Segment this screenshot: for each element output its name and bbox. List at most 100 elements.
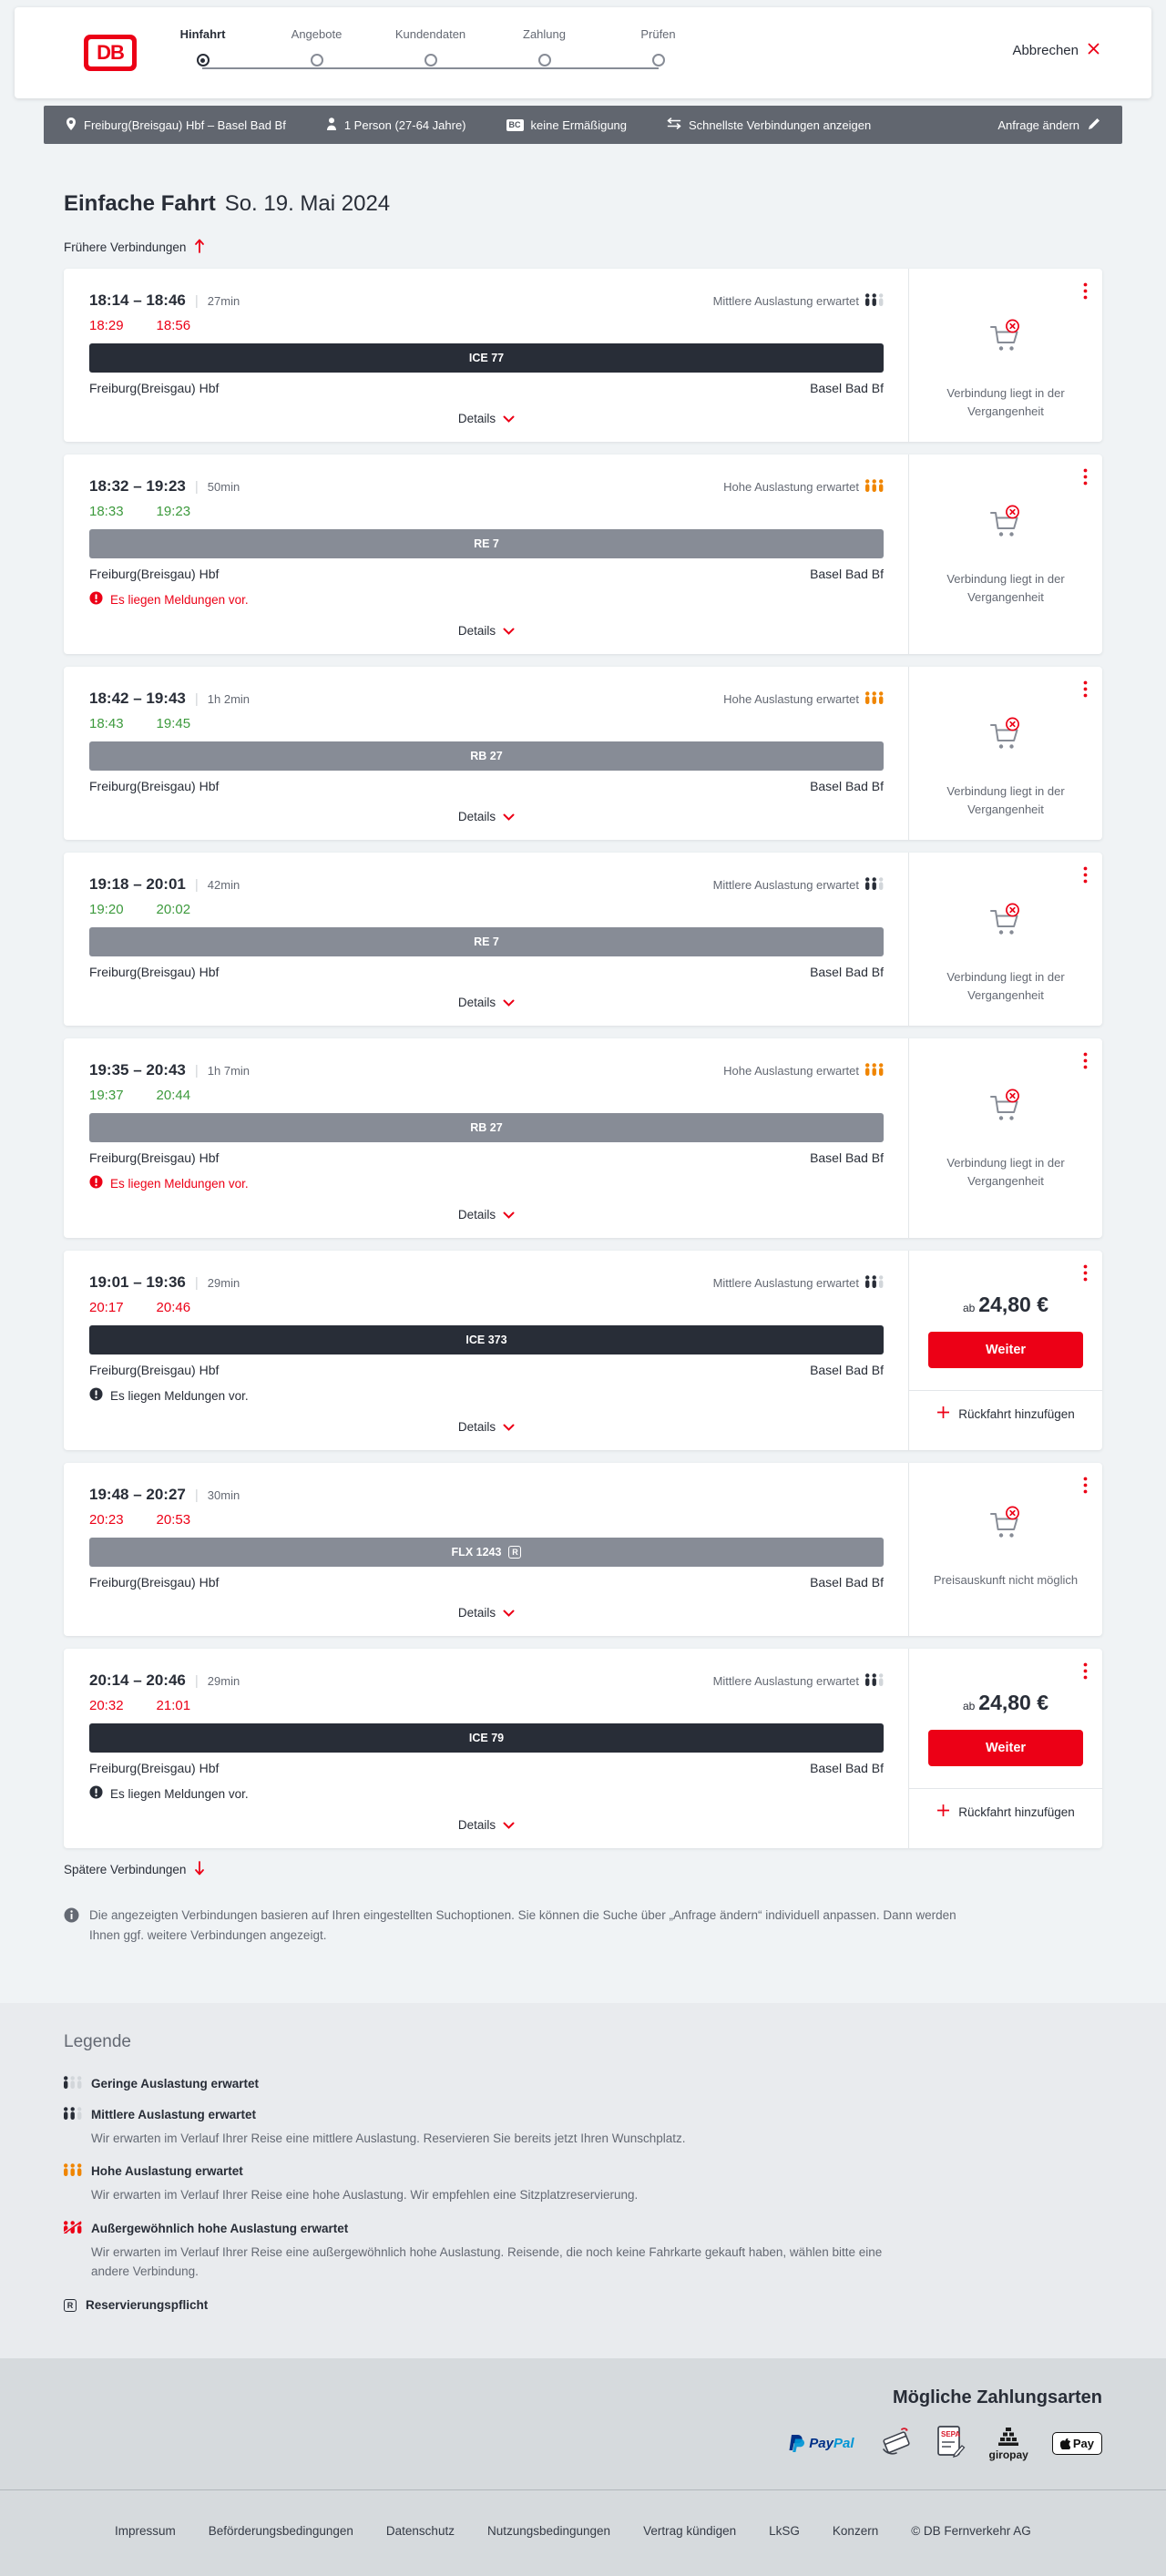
realtime-departure: 18:43	[89, 716, 124, 731]
warning-icon	[89, 1785, 103, 1802]
details-label: Details	[457, 624, 496, 638]
search-options-note: Die angezeigten Verbindungen basieren au…	[64, 1906, 984, 2003]
arrival-station: Basel Bad Bf	[810, 965, 884, 979]
page: DB Hinfahrt Angebote Kundendaten Zahlung…	[0, 7, 1166, 2576]
occupancy-indicator: Mittlere Auslastung erwartet	[713, 293, 884, 309]
location-pin-icon	[66, 117, 77, 134]
step-prüfen: Prüfen	[601, 27, 715, 66]
footer-link-datenschutz[interactable]: Datenschutz	[385, 2524, 455, 2539]
legend-item: Geringe Auslastung erwartet	[64, 2075, 1102, 2091]
occupancy-indicator: Mittlere Auslastung erwartet	[713, 1275, 884, 1291]
legend-item-label: Geringe Auslastung erwartet	[91, 2076, 260, 2090]
duration: 27min	[207, 294, 240, 308]
occupancy-indicator: Mittlere Auslastung erwartet	[713, 1673, 884, 1689]
footer: Impressum Beförderungsbedingungen Datensch…	[0, 2489, 1166, 2576]
add-return-label: Rückfahrt hinzufügen	[958, 1406, 1075, 1421]
occupancy-icon	[865, 293, 884, 309]
details-label: Details	[457, 1420, 496, 1434]
chevron-down-icon	[503, 1606, 515, 1620]
connection-side-panel: ab 24,80 € Weiter Rückfahrt hinzufügen	[908, 1251, 1102, 1450]
footer-link-konzern[interactable]: Konzern	[832, 2524, 879, 2539]
connection-card: 19:48 – 20:27 | 30min 20:23 20:53 FLX 12…	[64, 1463, 1102, 1636]
kebab-menu-button[interactable]	[1080, 1660, 1090, 1685]
cart-unavailable-icon	[985, 714, 1027, 761]
legend-item-icon	[64, 2106, 82, 2122]
realtime-arrival: 20:02	[156, 902, 191, 917]
cart-unavailable-icon	[985, 1086, 1027, 1132]
pencil-icon	[1088, 118, 1100, 133]
footer-link-lksg[interactable]: LkSG	[769, 2524, 800, 2539]
cancel-button[interactable]: Abbrechen	[1012, 42, 1100, 59]
cart-unavailable-icon	[985, 316, 1027, 363]
db-logo: DB	[84, 35, 137, 71]
kebab-menu-button[interactable]	[1080, 864, 1090, 889]
connection-card: 18:42 – 19:43 | 1h 2min Hohe Auslastung …	[64, 667, 1102, 840]
plus-icon	[936, 1804, 950, 1820]
step-label: Kundendaten	[394, 27, 466, 41]
duration: 42min	[207, 878, 240, 892]
add-return-label: Rückfahrt hinzufügen	[958, 1804, 1075, 1819]
price-value: 24,80 €	[978, 1293, 1049, 1316]
person-icon	[326, 117, 337, 133]
continue-button[interactable]: Weiter	[928, 1730, 1083, 1766]
details-button[interactable]: Details	[455, 620, 518, 641]
step-zahlung: Zahlung	[487, 27, 601, 66]
occupancy-icon	[865, 1275, 884, 1291]
realtime-times: 20:17 20:46	[89, 1300, 884, 1315]
connection-card: 19:35 – 20:43 | 1h 7min Hohe Auslastung …	[64, 1038, 1102, 1238]
price: ab 24,80 €	[963, 1293, 1048, 1317]
kebab-menu-button[interactable]	[1080, 465, 1090, 491]
connection-side-panel: Preisauskunft nicht möglich	[908, 1463, 1102, 1636]
connection-main: 18:42 – 19:43 | 1h 2min Hohe Auslastung …	[64, 667, 908, 840]
plus-icon	[936, 1406, 950, 1422]
details-button[interactable]: Details	[455, 1814, 518, 1835]
past-connection-text: Verbindung liegt in der Vergangenheit	[946, 1156, 1065, 1189]
train-label: ICE 373	[465, 1334, 507, 1346]
earlier-connections-label: Frühere Verbindungen	[64, 240, 187, 254]
connection-main: 19:18 – 20:01 | 42min Mittlere Auslastun…	[64, 853, 908, 1026]
price: ab 24,80 €	[963, 1691, 1048, 1715]
message-text: Es liegen Meldungen vor.	[110, 1388, 249, 1403]
details-button[interactable]: Details	[455, 1204, 518, 1225]
kebab-menu-button[interactable]	[1080, 678, 1090, 703]
details-button[interactable]: Details	[455, 1602, 518, 1623]
realtime-arrival: 21:01	[156, 1698, 191, 1713]
footer-link-bef-rderungsbedingungen[interactable]: Beförderungsbedingungen	[208, 2524, 353, 2539]
kebab-menu-button[interactable]	[1080, 280, 1090, 305]
footer-link-vertrag-k-ndigen[interactable]: Vertrag kündigen	[643, 2524, 737, 2539]
change-request-button[interactable]: Anfrage ändern	[997, 118, 1100, 133]
price-prefix: ab	[962, 1700, 976, 1712]
realtime-departure: 18:33	[89, 504, 124, 519]
details-label: Details	[457, 1818, 496, 1832]
footer-link-impressum[interactable]: Impressum	[115, 2524, 176, 2539]
continue-button[interactable]: Weiter	[928, 1332, 1083, 1368]
details-button[interactable]: Details	[455, 806, 518, 827]
connection-main: 19:35 – 20:43 | 1h 7min Hohe Auslastung …	[64, 1038, 908, 1238]
past-connection-text: Verbindung liegt in der Vergangenheit	[946, 386, 1065, 419]
details-button[interactable]: Details	[455, 992, 518, 1013]
details-button[interactable]: Details	[455, 408, 518, 429]
cart-unavailable-icon	[985, 900, 1027, 946]
no-price-text: Preisauskunft nicht möglich	[933, 1573, 1079, 1587]
earlier-connections-button[interactable]: Frühere Verbindungen	[64, 239, 205, 256]
train-bar: RE 7	[89, 927, 884, 956]
kebab-menu-button[interactable]	[1080, 1262, 1090, 1287]
add-return-button[interactable]: Rückfahrt hinzufügen	[931, 1803, 1080, 1821]
occupancy-label: Hohe Auslastung erwartet	[723, 692, 859, 706]
details-button[interactable]: Details	[455, 1416, 518, 1437]
time-range: 18:32 – 19:23	[89, 477, 186, 495]
kebab-menu-button[interactable]	[1080, 1474, 1090, 1499]
kebab-menu-button[interactable]	[1080, 1049, 1090, 1075]
arrow-up-icon	[194, 239, 205, 256]
chevron-down-icon	[503, 1818, 515, 1832]
add-return-button[interactable]: Rückfahrt hinzufügen	[931, 1405, 1080, 1423]
realtime-arrival: 18:56	[156, 318, 191, 333]
stepper-steps: Hinfahrt Angebote Kundendaten Zahlung Pr…	[146, 27, 715, 66]
footer-link-nutzungsbedingungen[interactable]: Nutzungsbedingungen	[486, 2524, 611, 2539]
later-connections-button[interactable]: Spätere Verbindungen	[64, 1861, 205, 1878]
legend-item-label: Hohe Auslastung erwartet	[91, 2164, 243, 2179]
chevron-down-icon	[503, 1420, 515, 1434]
connection-main: 19:01 – 19:36 | 29min Mittlere Auslastun…	[64, 1251, 908, 1450]
arrival-station: Basel Bad Bf	[810, 1363, 884, 1377]
connection-main: 18:14 – 18:46 | 27min Mittlere Auslastun…	[64, 269, 908, 442]
